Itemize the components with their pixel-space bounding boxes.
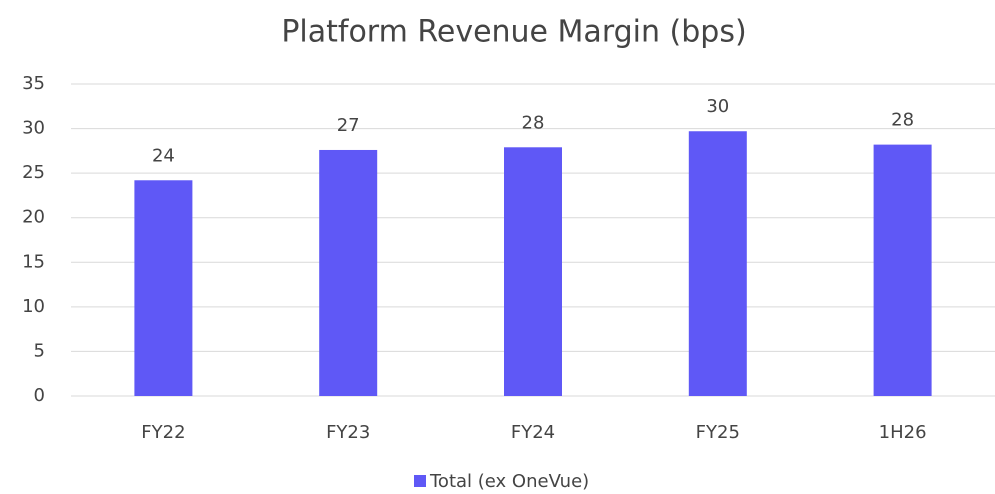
bar [134, 180, 193, 396]
y-tick-label: 15 [22, 251, 45, 272]
legend-swatch [414, 475, 426, 487]
bar [319, 149, 378, 396]
x-tick-label: FY25 [696, 422, 740, 443]
x-tick-label: 1H26 [879, 422, 927, 443]
y-tick-label: 25 [22, 162, 45, 183]
x-tick-label: FY22 [141, 422, 185, 443]
x-tick-label: FY24 [511, 422, 555, 443]
bar [504, 147, 562, 396]
bar [873, 144, 932, 396]
bar [688, 131, 747, 396]
y-tick-label: 10 [22, 296, 45, 317]
legend-label: Total (ex OneVue) [429, 471, 589, 492]
data-label: 28 [891, 110, 914, 131]
y-tick-label: 35 [22, 73, 45, 94]
data-label: 30 [706, 96, 729, 117]
data-label: 24 [152, 145, 175, 166]
data-label: 28 [522, 112, 545, 133]
y-tick-label: 5 [34, 340, 45, 361]
chart-title: Platform Revenue Margin (bps) [281, 15, 746, 50]
data-label: 27 [337, 115, 360, 136]
y-tick-label: 0 [34, 385, 45, 406]
x-tick-label: FY23 [326, 422, 370, 443]
y-tick-label: 20 [22, 207, 45, 228]
y-tick-label: 30 [22, 118, 45, 139]
